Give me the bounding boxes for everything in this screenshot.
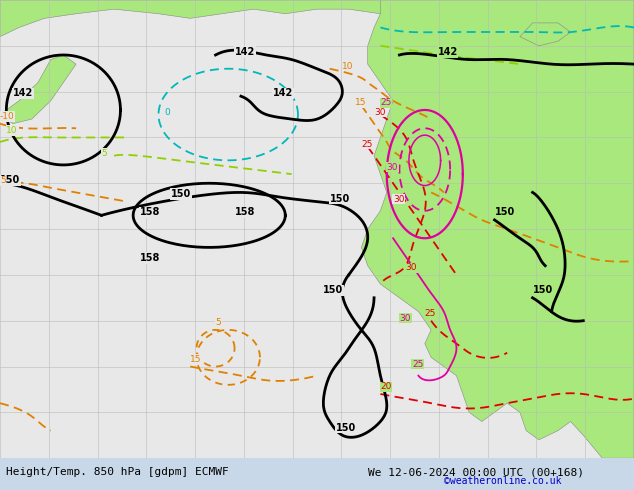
Text: 30: 30 <box>399 314 411 323</box>
Text: 150: 150 <box>330 194 350 203</box>
Text: 5: 5 <box>101 149 107 158</box>
Polygon shape <box>0 55 76 123</box>
Polygon shape <box>0 0 634 37</box>
Text: 142: 142 <box>437 47 458 57</box>
Text: 10: 10 <box>342 62 354 71</box>
Polygon shape <box>361 0 634 458</box>
Text: 25: 25 <box>380 98 392 107</box>
Text: 5: 5 <box>0 176 6 185</box>
Text: 158: 158 <box>235 207 255 218</box>
Text: 158: 158 <box>139 253 160 263</box>
Text: 25: 25 <box>412 360 424 368</box>
Text: 10: 10 <box>6 126 18 135</box>
Text: 15: 15 <box>190 355 202 364</box>
Text: -10: -10 <box>0 112 15 121</box>
Text: 0: 0 <box>165 107 171 117</box>
Text: 15: 15 <box>355 98 366 107</box>
Text: 150: 150 <box>0 175 20 185</box>
Text: 5: 5 <box>216 318 221 327</box>
Text: 150: 150 <box>171 189 191 199</box>
Text: 150: 150 <box>336 423 356 433</box>
Text: 30: 30 <box>393 195 404 203</box>
Text: 20: 20 <box>380 382 392 392</box>
Text: 150: 150 <box>533 285 553 295</box>
Text: 25: 25 <box>425 309 436 318</box>
Polygon shape <box>520 23 571 46</box>
Text: 30: 30 <box>374 107 385 117</box>
Text: We 12-06-2024 00:00 UTC (00+168): We 12-06-2024 00:00 UTC (00+168) <box>368 467 584 477</box>
Text: 158: 158 <box>139 207 160 218</box>
Text: ©weatheronline.co.uk: ©weatheronline.co.uk <box>444 476 561 486</box>
Text: 150: 150 <box>323 285 344 295</box>
Text: 150: 150 <box>495 207 515 218</box>
Text: 30: 30 <box>387 163 398 172</box>
Text: 25: 25 <box>361 140 373 148</box>
Text: Height/Temp. 850 hPa [gdpm] ECMWF: Height/Temp. 850 hPa [gdpm] ECMWF <box>6 467 229 477</box>
Text: 142: 142 <box>235 47 255 57</box>
Text: 142: 142 <box>13 88 33 98</box>
Text: 142: 142 <box>273 88 293 98</box>
Text: 30: 30 <box>406 263 417 272</box>
